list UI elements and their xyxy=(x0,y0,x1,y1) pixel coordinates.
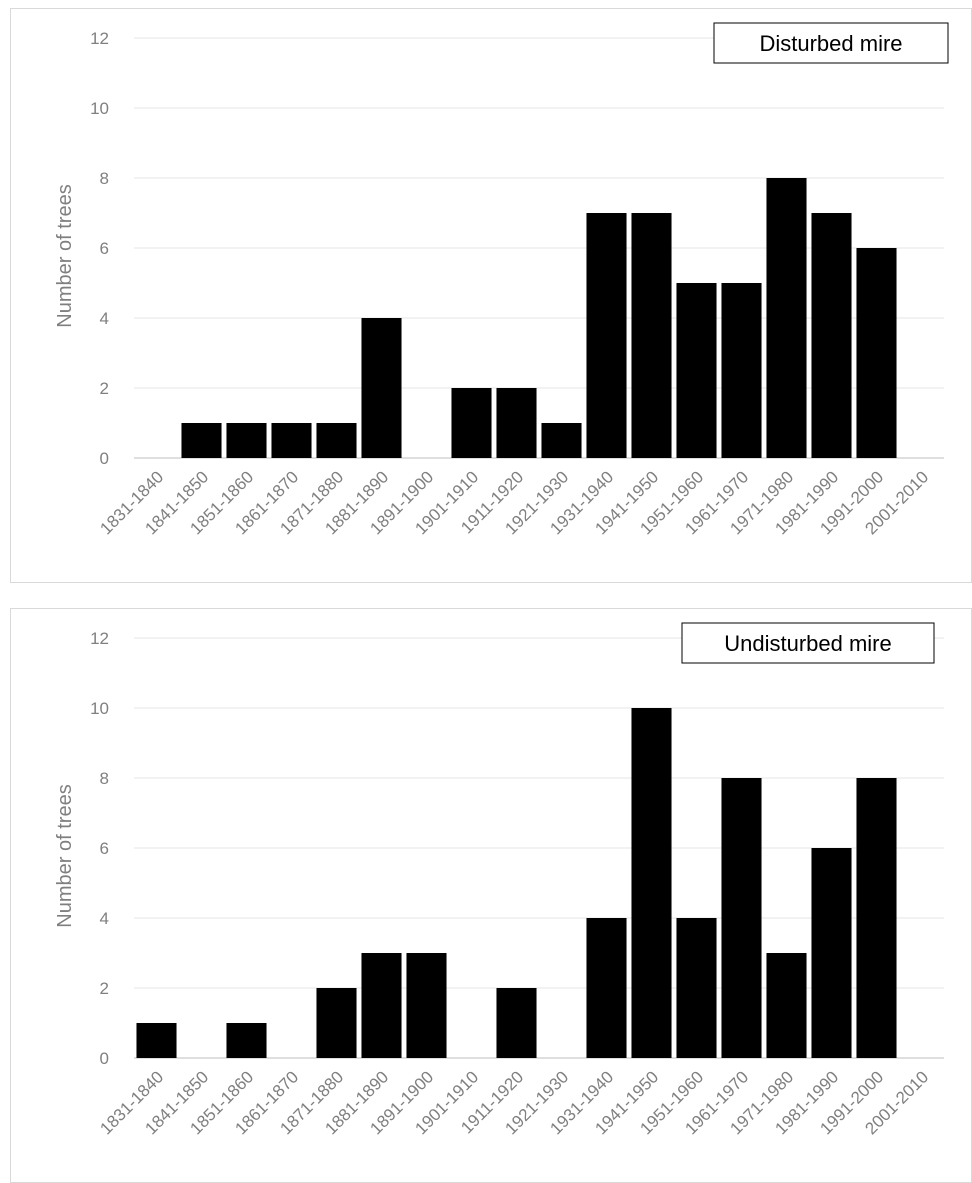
y-tick-label: 12 xyxy=(90,629,109,648)
bar-1851-1860 xyxy=(226,1023,267,1058)
bar-1941-1950 xyxy=(631,213,672,458)
bar-1901-1910 xyxy=(451,388,492,458)
legend-label: Undisturbed mire xyxy=(724,631,892,656)
bar-1971-1980 xyxy=(766,178,807,458)
bar-1981-1990 xyxy=(811,848,852,1058)
bar-1861-1870 xyxy=(271,423,312,458)
y-tick-label: 2 xyxy=(100,379,109,398)
bar-1881-1890 xyxy=(361,953,402,1058)
legend-box xyxy=(681,622,935,664)
y-tick-label: 0 xyxy=(100,1049,109,1068)
y-tick-label: 12 xyxy=(90,29,109,48)
y-tick-label: 6 xyxy=(100,839,109,858)
y-tick-label: 4 xyxy=(100,909,109,928)
bar-1891-1900 xyxy=(406,953,447,1058)
bar-1911-1920 xyxy=(496,388,537,458)
bar-1841-1850 xyxy=(181,423,222,458)
bar-1961-1970 xyxy=(721,283,762,458)
legend-label: Disturbed mire xyxy=(759,31,902,56)
bar-1931-1940 xyxy=(586,918,627,1058)
y-tick-label: 2 xyxy=(100,979,109,998)
y-tick-label: 6 xyxy=(100,239,109,258)
chart-undisturbed-mire: 0 2 4 6 8 10 12 Number of trees 1831-1840 1841-18… xyxy=(10,608,972,1183)
bar-1981-1990 xyxy=(811,213,852,458)
legend-box xyxy=(713,22,949,64)
y-tick-label: 8 xyxy=(100,169,109,188)
y-axis-label: Number of trees xyxy=(54,184,76,327)
bar-1991-2000 xyxy=(856,248,897,458)
bar-1971-1980 xyxy=(766,953,807,1058)
y-tick-label: 8 xyxy=(100,769,109,788)
bar-1911-1920 xyxy=(496,988,537,1058)
y-tick-label: 10 xyxy=(90,99,109,118)
bar-1851-1860 xyxy=(226,423,267,458)
bar-1951-1960 xyxy=(676,283,717,458)
bar-1931-1940 xyxy=(586,213,627,458)
y-axis-label: Number of trees xyxy=(54,784,76,927)
y-tick-label: 0 xyxy=(100,449,109,468)
y-tick-label: 4 xyxy=(100,309,109,328)
bar-1871-1880 xyxy=(316,423,357,458)
bar-1991-2000 xyxy=(856,778,897,1058)
bar-1941-1950 xyxy=(631,708,672,1058)
bar-1881-1890 xyxy=(361,318,402,458)
bar-1831-1840 xyxy=(136,1023,177,1058)
bar-1951-1960 xyxy=(676,918,717,1058)
bar-1961-1970 xyxy=(721,778,762,1058)
y-tick-label: 10 xyxy=(90,699,109,718)
bar-1921-1930 xyxy=(541,423,582,458)
chart-disturbed-mire: 0 2 4 6 8 10 12 Number of trees 1831-1840 1841-18… xyxy=(10,8,972,583)
bar-1871-1880 xyxy=(316,988,357,1058)
